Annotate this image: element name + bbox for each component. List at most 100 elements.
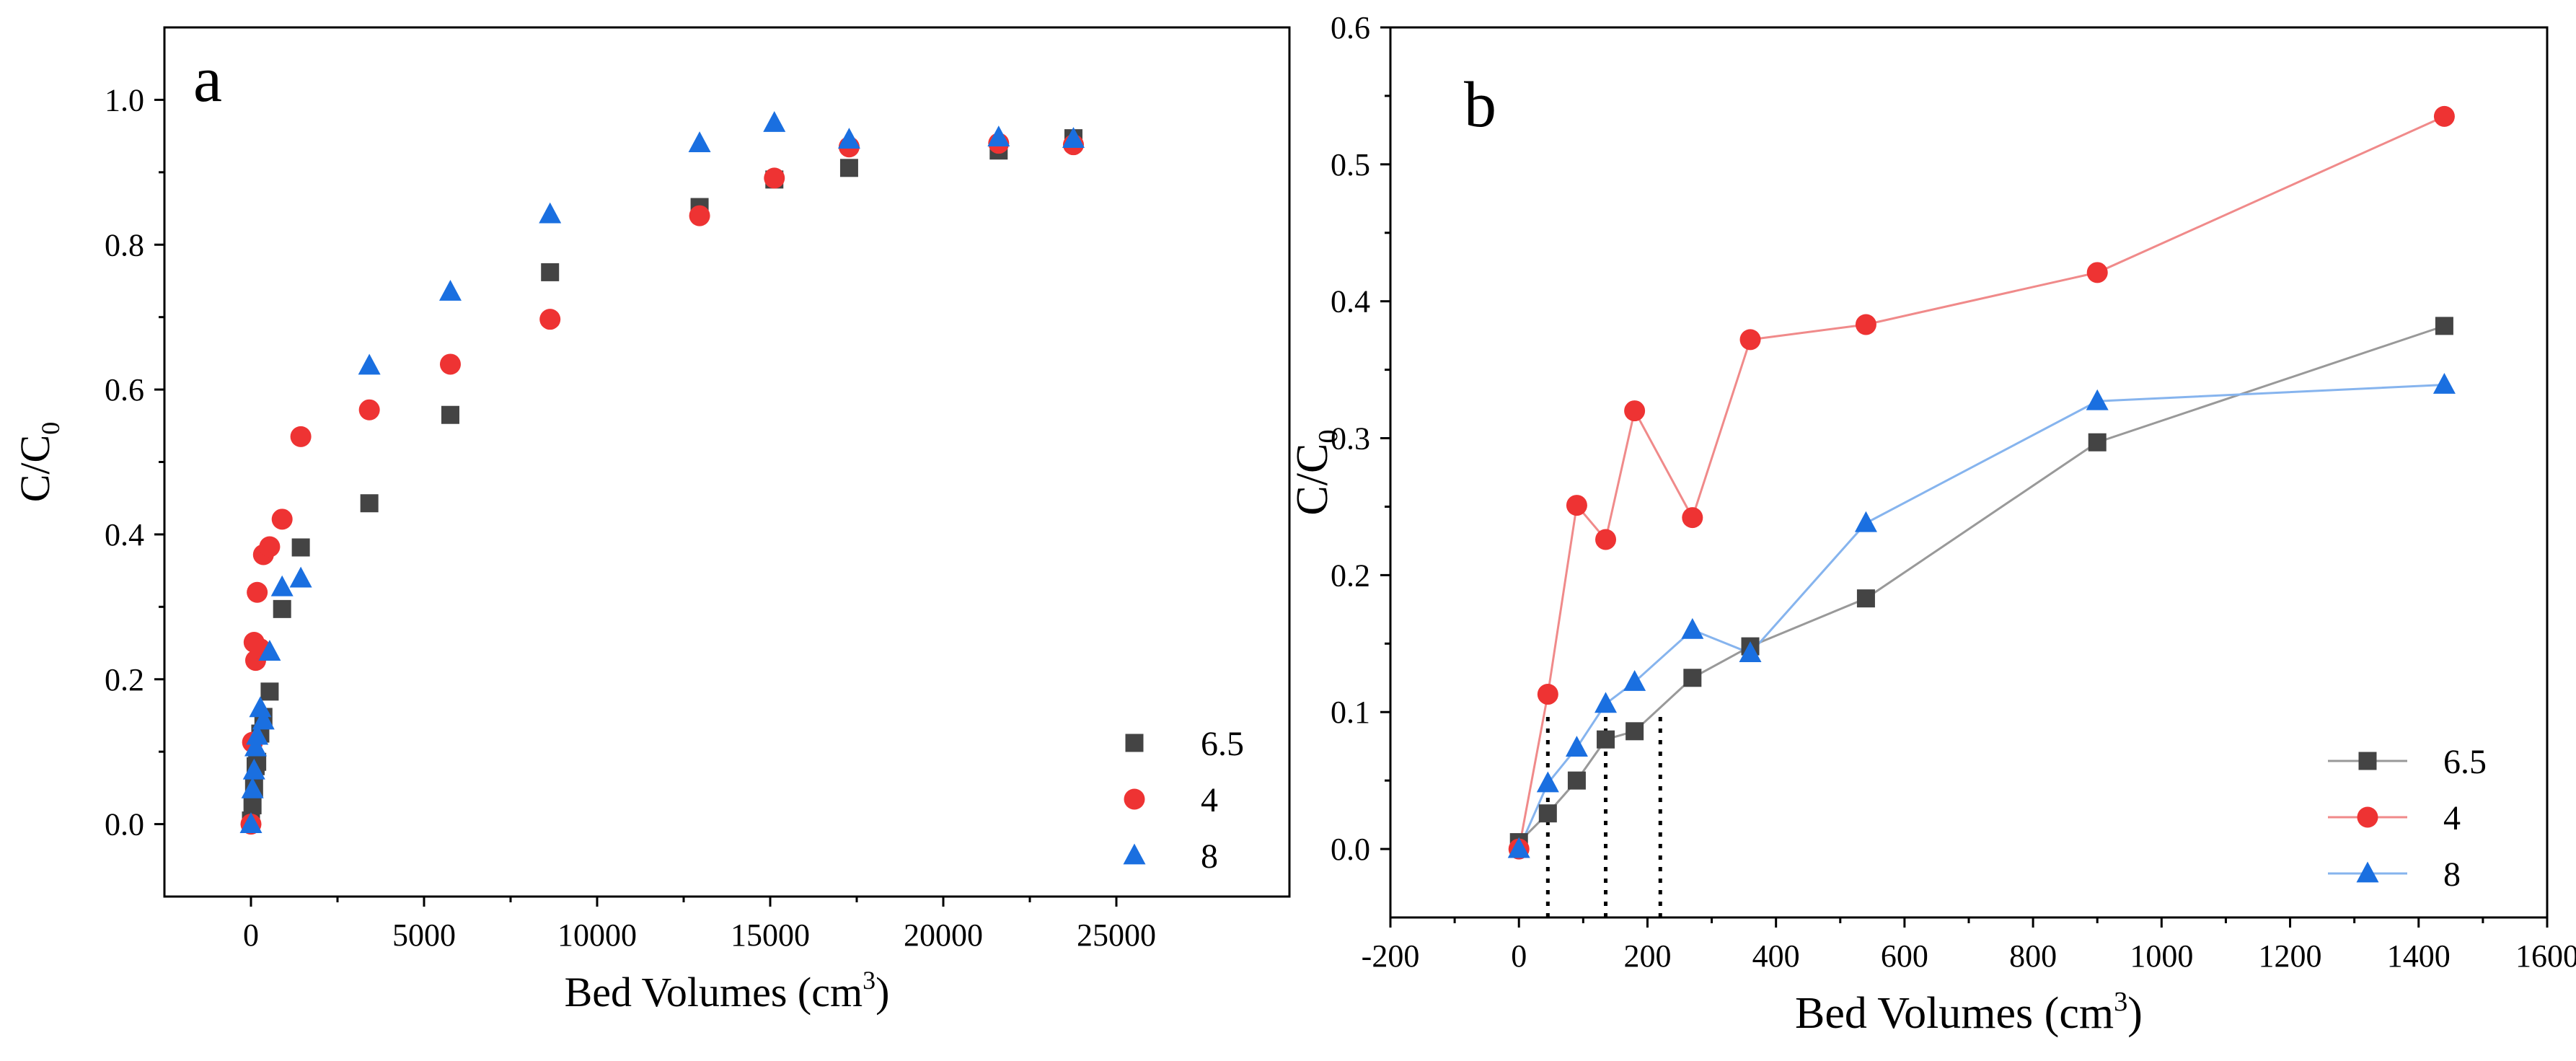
series-line-8: [1517, 384, 2445, 850]
data-point: [259, 536, 281, 558]
data-point: [239, 812, 263, 833]
data-point: [839, 159, 858, 177]
legend-label: 6.5: [1201, 725, 1244, 763]
data-point: [243, 796, 262, 814]
series-6.5: [242, 129, 1082, 830]
x-axis-label-text: Bed Volumes (cm: [1795, 989, 2114, 1038]
data-point: [1683, 669, 1702, 687]
y-axis-label: C/C0: [12, 422, 65, 502]
data-point: [541, 263, 560, 281]
legend-marker: [2357, 806, 2378, 828]
data-point: [1739, 329, 1761, 351]
data-point: [246, 723, 269, 745]
y-tick-label: 0.5: [1331, 147, 1370, 182]
y-tick-label: 0.0: [1331, 832, 1370, 867]
y-tick-label: 0.6: [1331, 10, 1370, 45]
legend-item: 8: [2328, 855, 2461, 894]
data-point: [360, 494, 379, 513]
data-point: [689, 205, 710, 226]
data-point: [441, 405, 459, 424]
series-8: [239, 111, 1085, 833]
data-point: [1594, 692, 1618, 713]
x-tick-label: 10000: [557, 917, 637, 953]
legend-label: 4: [1201, 781, 1218, 819]
data-point: [258, 640, 281, 661]
data-point: [260, 682, 279, 701]
data-point: [1681, 617, 1704, 639]
y-tick-label: 0.4: [105, 517, 144, 552]
legend-marker: [1125, 734, 1144, 752]
x-axis-label: Bed Volumes (cm3): [1795, 987, 2143, 1038]
data-point: [539, 309, 561, 330]
x-tick-label: 1400: [2387, 938, 2451, 974]
series-line-4: [1517, 115, 2445, 850]
data-point: [252, 708, 275, 730]
data-point: [1624, 400, 1646, 422]
legend-label: 6.5: [2443, 743, 2487, 781]
data-point: [1538, 804, 1557, 823]
plot-frame: [163, 26, 1291, 898]
data-point: [688, 131, 711, 153]
series-8: [1507, 372, 2456, 858]
panel-label: b: [1464, 69, 1496, 141]
data-point: [439, 353, 461, 375]
x-axis-label-text: Bed Volumes (cm: [565, 969, 863, 1016]
legend-marker: [1123, 843, 1146, 865]
data-point: [763, 111, 786, 132]
data-point: [1595, 529, 1617, 550]
y-tick-label: 1.0: [105, 82, 144, 118]
data-point: [1739, 641, 1762, 662]
panel-label: a: [193, 44, 222, 115]
data-point: [2086, 262, 2108, 283]
y-tick-label: 0.1: [1331, 695, 1370, 730]
data-point: [1856, 589, 1875, 608]
data-point: [271, 509, 293, 530]
data-point: [2433, 105, 2455, 127]
legend-label: 8: [2443, 855, 2461, 894]
y-axis-label: C/C0: [1288, 429, 1344, 515]
data-point: [1537, 684, 1558, 705]
x-tick-label: 1600: [2515, 938, 2576, 974]
series-4: [1508, 105, 2455, 860]
data-point: [837, 128, 860, 149]
x-tick-label: 25000: [1077, 917, 1156, 953]
data-point: [1855, 314, 1876, 335]
data-point: [290, 426, 312, 447]
x-tick-label: -200: [1362, 938, 1420, 974]
data-point: [270, 575, 294, 596]
data-point: [2432, 372, 2456, 394]
y-tick-label: 0.2: [1331, 558, 1370, 593]
legend-label: 4: [2443, 799, 2461, 837]
y-tick-label: 0.8: [105, 227, 144, 263]
data-point: [438, 280, 462, 301]
legend-label: 8: [1201, 837, 1218, 876]
data-point: [539, 202, 562, 224]
data-point: [1062, 127, 1085, 149]
y-tick-label: 0.2: [105, 662, 144, 697]
data-point: [242, 758, 265, 780]
legend-marker: [1124, 788, 1145, 810]
legend-item: 4: [2328, 799, 2461, 837]
series-line-6.5: [1518, 325, 2445, 843]
data-point: [2086, 389, 2109, 410]
x-tick-label: 1000: [2130, 938, 2193, 974]
data-point: [241, 777, 264, 798]
legend-marker: [2356, 861, 2379, 883]
chart-panel-b: -200 0 200 400 600 800 1000 1200 1400 1600 0.0 0.1 0…: [1288, 10, 2576, 1038]
x-tick-label: 800: [2009, 938, 2057, 974]
x-tick-label: 200: [1623, 938, 1671, 974]
data-point: [244, 735, 267, 757]
legend-item: 6.5: [1125, 725, 1244, 763]
x-tick-label: 0: [243, 917, 259, 953]
data-point: [291, 538, 310, 557]
data-point: [1854, 511, 1877, 532]
data-point: [987, 126, 1010, 147]
data-point: [247, 581, 268, 603]
y-tick-label: 0.4: [1331, 284, 1370, 320]
legend-item: 6.5: [2328, 743, 2487, 781]
y-tick-label: 0.0: [105, 807, 144, 842]
data-point: [249, 696, 272, 718]
y-axis-label-text: C/C: [12, 435, 58, 503]
legend-item: 8: [1123, 837, 1218, 876]
